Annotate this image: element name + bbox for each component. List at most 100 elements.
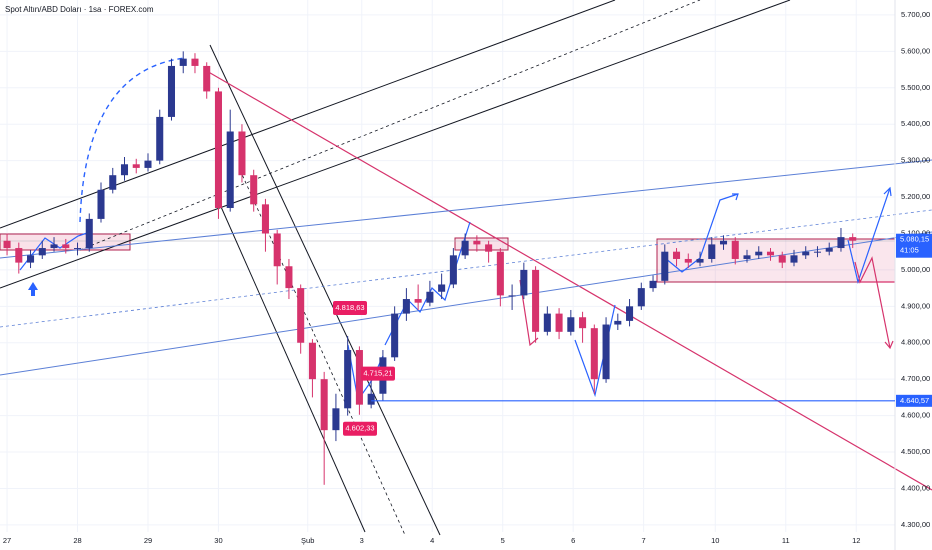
candle-body [661, 251, 669, 281]
candle-body [438, 284, 446, 292]
candle-body [144, 160, 152, 168]
candle-body [179, 58, 187, 66]
trend-line [0, 231, 932, 376]
candle-body [813, 251, 822, 253]
trend-line [204, 69, 932, 491]
labels: Spot Altın/ABD Doları · 1sa · FOREX.com … [3, 5, 932, 545]
y-tick-label: 4.300,00 [901, 520, 930, 529]
grid [0, 0, 895, 532]
candle-body [391, 313, 399, 358]
candle-body [156, 116, 164, 161]
y-tick-label: 5.300,00 [901, 156, 930, 165]
x-tick-label: 10 [711, 536, 719, 545]
candle-body [696, 258, 704, 263]
candle-body [402, 299, 410, 314]
candle-body [73, 248, 82, 250]
x-tick-label: 7 [642, 536, 646, 545]
candle-body [731, 240, 739, 259]
candle-body [508, 295, 516, 297]
candle-body [250, 175, 258, 205]
candle-body [85, 218, 93, 249]
price-tag [361, 366, 395, 381]
arc [79, 57, 186, 223]
candle-body [590, 328, 598, 380]
candle-body [837, 237, 845, 249]
x-tick-label: 28 [73, 536, 81, 545]
arrow-icon [28, 282, 38, 296]
trend-line [209, 44, 441, 536]
price-tag [333, 300, 367, 315]
candle-body [614, 320, 622, 325]
candle-body [332, 408, 340, 431]
candle-body [191, 58, 199, 66]
candle-body [414, 299, 422, 303]
price-tag [343, 421, 377, 436]
support-tag [896, 394, 932, 407]
candle-body [97, 189, 105, 219]
y-tick-label: 5.000,00 [901, 265, 930, 274]
candle-body [226, 131, 234, 208]
candle-body [62, 244, 70, 249]
candle-body [802, 251, 810, 256]
last-price-label: 5.080,15 [900, 235, 929, 244]
candle-body [579, 317, 587, 329]
candle-body [214, 91, 222, 208]
price-tag-label: 4.602,33 [345, 424, 374, 433]
x-tick-label: 12 [852, 536, 860, 545]
candles [3, 51, 895, 485]
x-tick-label: 11 [782, 536, 790, 545]
last-price-tag [896, 233, 932, 258]
y-tick-label: 4.900,00 [901, 301, 930, 310]
candle-body [825, 248, 833, 252]
y-tick-label: 5.400,00 [901, 119, 930, 128]
x-tick-label: 27 [3, 536, 11, 545]
candle-body [473, 240, 481, 245]
y-tick-label: 4.800,00 [901, 338, 930, 347]
y-tick-label: 5.200,00 [901, 192, 930, 201]
candle-body [261, 204, 269, 234]
candle-body [285, 266, 293, 289]
trend-line [0, 209, 932, 328]
candle-body [355, 350, 363, 405]
trend-line [0, 0, 791, 289]
y-tick-label: 4.700,00 [901, 374, 930, 383]
x-tick-label: 29 [144, 536, 152, 545]
candle-body [449, 255, 457, 285]
candle-body [367, 393, 375, 405]
support-label: 4.640,57 [900, 396, 929, 405]
price-tag-label: 4.715,21 [363, 369, 392, 378]
chart-title: Spot Altın/ABD Doları · 1sa · FOREX.com [5, 5, 154, 14]
candle-body [766, 251, 775, 256]
candle-body [790, 255, 798, 263]
candle-body [109, 175, 117, 190]
range-box [656, 238, 896, 283]
candle-body [708, 244, 716, 259]
candle-body [555, 313, 563, 332]
candle-body [485, 244, 493, 252]
pattern [19, 231, 91, 271]
candle-body [755, 251, 763, 256]
y-tick-label: 5.100,00 [901, 228, 930, 237]
arrow-head [884, 340, 894, 350]
y-tick-label: 5.600,00 [901, 46, 930, 55]
trend-line [0, 159, 932, 259]
candle-body [38, 248, 46, 256]
candle-body [673, 251, 681, 259]
arrow [847, 187, 891, 285]
candle-body [27, 255, 35, 263]
candle-body [743, 255, 751, 259]
y-tick-label: 4.500,00 [901, 447, 930, 456]
candle-body [203, 65, 211, 92]
candle-body [132, 164, 140, 168]
x-tick-label: 30 [214, 536, 222, 545]
range-box [0, 233, 131, 251]
x-tick-label: Şub [301, 536, 314, 545]
candle-body [520, 269, 528, 296]
candle-body [50, 244, 58, 249]
candle-body [532, 269, 540, 332]
candle-body [3, 240, 11, 249]
arrow-head [883, 186, 892, 197]
trend-line [217, 199, 366, 533]
